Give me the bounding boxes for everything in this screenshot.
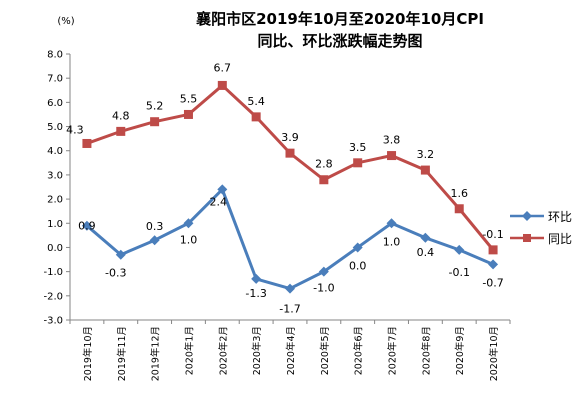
data-point-yoy [285,148,295,158]
data-point-mom [386,218,397,229]
x-tick-label: 2020年6月 [353,326,365,375]
data-point-yoy [217,80,227,90]
y-tick-label: -2.0 [43,291,63,302]
data-point-mom [251,273,262,284]
data-label-mom: 0.9 [78,220,96,233]
data-point-mom [488,259,499,270]
data-label-mom: 2.4 [210,195,228,208]
x-tick-label: 2019年12月 [150,326,162,381]
y-tick-label: 3.0 [47,170,63,181]
data-point-yoy [319,175,329,185]
data-label-yoy: 5.5 [180,92,198,105]
data-point-mom [115,249,126,260]
legend-item-yoy: 同比 [510,227,572,249]
data-label-mom: -1.0 [313,282,334,295]
data-label-yoy: 4.3 [66,123,84,136]
data-point-mom [454,244,465,255]
data-point-yoy [251,112,261,122]
data-label-mom: 1.0 [180,233,198,246]
x-tick-label: 2019年11月 [116,326,128,381]
data-point-yoy [183,109,193,119]
y-tick-label: 2.0 [47,195,63,206]
data-label-yoy: 3.2 [417,148,435,161]
y-tick-label: 6.0 [47,98,63,109]
data-point-mom [352,242,363,253]
x-tick-label: 2020年1月 [183,326,195,375]
y-tick-label: 1.0 [47,219,63,230]
data-point-yoy [454,204,464,214]
x-tick-label: 2019年10月 [82,326,94,381]
data-point-mom [183,218,194,229]
x-tick-label: 2020年7月 [387,326,399,375]
legend-marker-yoy [510,234,544,242]
legend-label-mom: 环比 [548,209,573,224]
data-label-mom: -1.3 [245,287,266,300]
data-label-yoy: -0.1 [482,228,503,241]
data-label-mom: 0.4 [417,246,435,259]
data-label-yoy: 5.2 [146,100,164,113]
data-label-yoy: 6.7 [214,61,232,74]
data-point-mom [420,232,431,243]
chart-title: 襄阳市区2019年10月至2020年10月CPI [196,10,484,28]
data-label-yoy: 3.9 [281,131,299,144]
y-tick-label: 8.0 [47,50,63,61]
y-tick-label: 0.0 [47,243,63,254]
data-label-mom: -0.7 [482,276,503,289]
x-tick-label: 2020年2月 [217,326,229,375]
y-tick-label: 5.0 [47,122,63,133]
data-label-yoy: 3.5 [349,141,367,154]
y-tick-label: -3.0 [43,316,63,327]
chart-subtitle: 同比、环比涨跌幅走势图 [257,32,423,50]
legend-label-yoy: 同比 [548,231,573,246]
data-point-mom [149,235,160,246]
data-label-mom: 1.0 [383,235,401,248]
series-line-mom [85,187,494,291]
data-point-yoy [150,117,160,127]
data-label-yoy: 3.8 [383,134,401,147]
chart-legend: 环比 同比 [510,205,572,249]
data-label-yoy: 1.6 [450,187,468,200]
data-point-mom [318,266,329,277]
y-unit-label: (%) [57,16,74,27]
data-point-mom [285,283,295,294]
y-tick-label: -1.0 [43,267,63,278]
data-label-yoy: 5.4 [247,95,265,108]
x-tick-label: 2020年4月 [285,326,297,375]
data-label-mom: 0.3 [146,220,164,233]
data-point-yoy [387,151,397,161]
x-tick-label: 2020年10月 [488,326,500,381]
data-label-mom: -1.7 [279,303,300,316]
legend-item-mom: 环比 [510,205,572,227]
data-point-yoy [488,245,498,255]
data-point-mom [217,184,228,195]
data-point-yoy [420,165,430,175]
data-point-yoy [82,138,92,148]
x-tick-label: 2020年8月 [420,326,432,375]
data-label-yoy: 4.8 [112,109,130,122]
data-label-mom: 0.0 [349,259,367,272]
data-label-yoy: 2.8 [315,158,333,171]
legend-marker-mom [510,211,544,221]
x-tick-label: 2020年5月 [319,326,331,375]
y-tick-label: 7.0 [47,74,63,85]
data-point-yoy [353,158,363,168]
data-label-mom: -0.3 [105,267,126,280]
data-label-mom: -0.1 [448,266,469,279]
y-tick-label: 4.0 [47,146,63,157]
data-point-yoy [116,126,126,136]
data-point-mom [81,220,92,231]
x-tick-label: 2020年3月 [251,326,263,375]
x-tick-label: 2020年9月 [454,326,466,375]
